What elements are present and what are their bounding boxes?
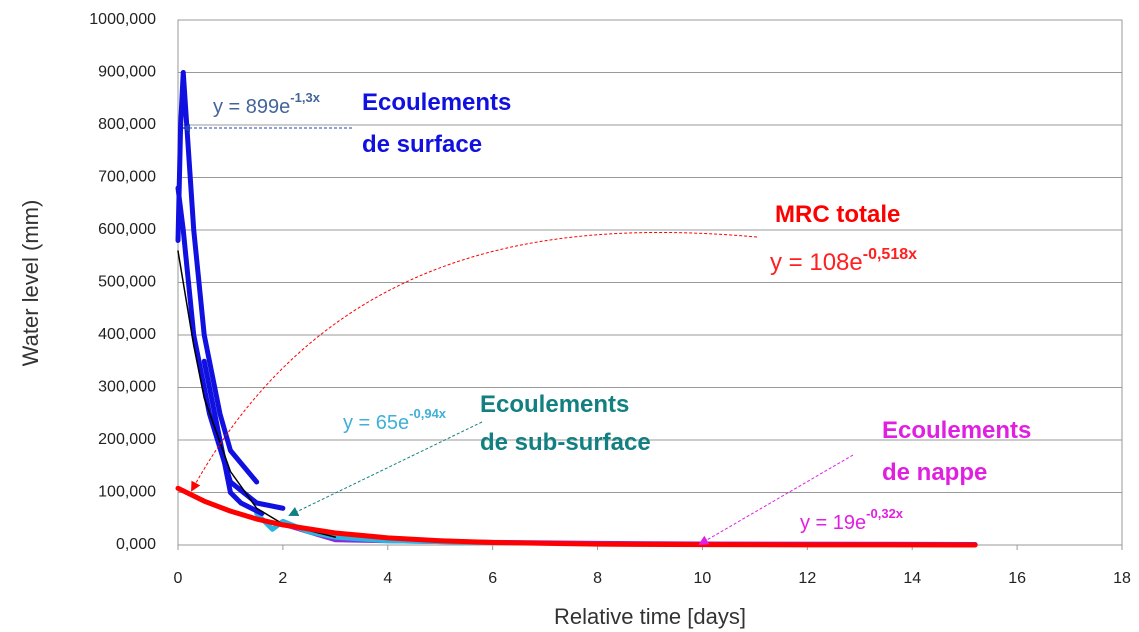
y-tick-label: 700,000 xyxy=(98,169,156,186)
annotation: MRC totale xyxy=(775,201,900,228)
annotation-text: y = 19e xyxy=(800,512,866,534)
annotation-text: de nappe xyxy=(882,459,987,486)
x-tick-label: 6 xyxy=(488,570,497,587)
y-tick-label: 600,000 xyxy=(98,221,156,238)
annotation: Ecoulements xyxy=(362,89,511,116)
y-axis-title: Water level (mm) xyxy=(18,200,43,367)
annotation-text: y = 65e xyxy=(343,412,409,434)
annotation: de nappe xyxy=(882,459,987,486)
annotation-text: de surface xyxy=(362,131,482,158)
x-tick-label: 18 xyxy=(1113,570,1131,587)
x-tick-label: 10 xyxy=(694,570,712,587)
x-tick-label: 4 xyxy=(383,570,392,587)
x-tick-label: 0 xyxy=(174,570,183,587)
x-axis-title: Relative time [days] xyxy=(554,604,746,629)
annotation: Ecoulements xyxy=(480,391,629,418)
annotation-text: de sub-surface xyxy=(480,429,651,456)
annotation: y = 108e-0,518x xyxy=(770,246,917,276)
arrow xyxy=(191,232,758,492)
annotation-text: y = 108e xyxy=(770,249,863,276)
annotation: de surface xyxy=(362,131,482,158)
series xyxy=(175,70,978,548)
y-tick-label: 300,000 xyxy=(98,379,156,396)
x-tick-label: 12 xyxy=(798,570,816,587)
x-tick-label: 8 xyxy=(593,570,602,587)
x-tick-label: 16 xyxy=(1008,570,1026,587)
y-tick-label: 500,000 xyxy=(98,274,156,291)
annotation-text: y = 899e xyxy=(213,96,290,118)
annotation-exponent: -0,518x xyxy=(863,246,917,263)
series-line xyxy=(201,358,265,516)
arrow xyxy=(288,421,483,517)
y-tick-label: 0,000 xyxy=(116,536,156,553)
annotation: y = 65e-0,94x xyxy=(343,406,447,434)
series-line xyxy=(175,70,260,485)
y-tick-label: 200,000 xyxy=(98,431,156,448)
annotation-text: Ecoulements xyxy=(362,89,511,116)
y-tick-label: 100,000 xyxy=(98,484,156,501)
annotation: de sub-surface xyxy=(480,429,651,456)
x-tick-label: 14 xyxy=(903,570,921,587)
y-tick-label: 1000,000 xyxy=(89,11,156,28)
y-tick-label: 800,000 xyxy=(98,116,156,133)
annotation-exponent: -1,3x xyxy=(290,90,320,105)
annotation-exponent: -0,32x xyxy=(866,506,904,521)
arrow xyxy=(698,454,854,546)
annotation-text: Ecoulements xyxy=(480,391,629,418)
annotation: y = 19e-0,32x xyxy=(800,506,904,534)
y-tick-label: 400,000 xyxy=(98,326,156,343)
annotation-text: Ecoulements xyxy=(882,417,1031,444)
annotation-exponent: -0,94x xyxy=(409,406,447,421)
y-tick-label: 900,000 xyxy=(98,64,156,81)
series-line xyxy=(254,511,496,545)
annotation: Ecoulements xyxy=(882,417,1031,444)
x-tick-label: 2 xyxy=(278,570,287,587)
annotation: y = 899e-1,3x xyxy=(213,90,321,118)
annotation-text: MRC totale xyxy=(775,201,900,228)
